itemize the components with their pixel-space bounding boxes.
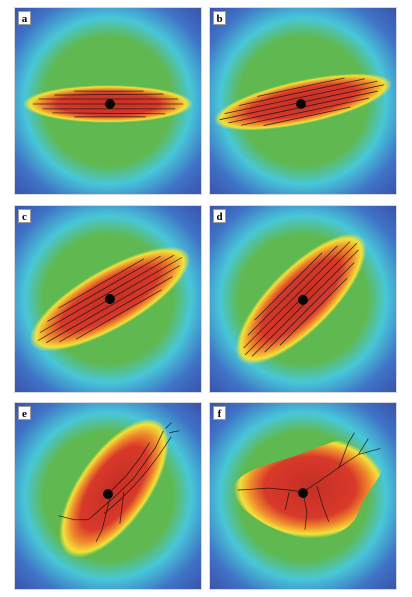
panel-f: f [209, 402, 397, 590]
panel-c: c [14, 205, 202, 393]
panel-e-label: e [18, 406, 31, 420]
panel-b-cracks [219, 77, 385, 126]
panel-e-field [15, 403, 201, 589]
panel-e-nucleus [103, 489, 113, 499]
panel-b-label: b [213, 11, 226, 25]
panel-d-label: d [213, 209, 226, 223]
panel-f-field [210, 403, 396, 589]
panel-b-nucleus [296, 99, 306, 109]
panel-a-label: a [18, 11, 31, 25]
panel-c-nucleus [105, 294, 115, 304]
panel-f-label: f [213, 406, 226, 420]
panel-f-nucleus [298, 488, 308, 498]
panel-a-field [15, 8, 201, 194]
panel-b-field [210, 8, 396, 194]
panel-d-field [210, 206, 396, 392]
panel-e: e [14, 402, 202, 590]
panel-a: a [14, 7, 202, 195]
panel-d-nucleus [298, 295, 308, 305]
panel-c-label: c [18, 209, 31, 223]
panel-e-cracks [58, 422, 180, 542]
panel-a-nucleus [105, 99, 115, 109]
panel-b: b [209, 7, 397, 195]
panel-f-cracks [237, 432, 381, 530]
panel-d: d [209, 205, 397, 393]
panel-c-field [15, 206, 201, 392]
